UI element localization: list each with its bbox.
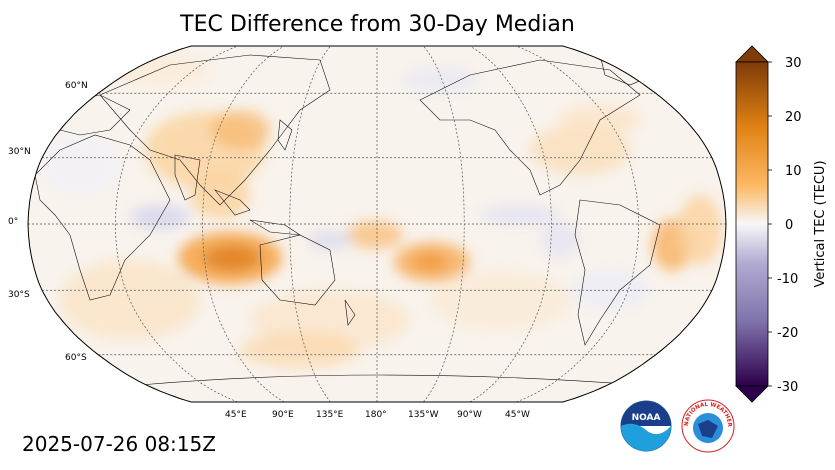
anomaly-pacific-negative <box>308 231 352 249</box>
lon-label-90e: 90°E <box>272 410 294 420</box>
lat-label-60s: 60°S <box>65 353 87 363</box>
anomaly-layer <box>34 49 722 386</box>
lon-label-135w: 135°W <box>408 410 439 420</box>
meridian-line <box>114 45 238 403</box>
lon-label-180: 180° <box>365 410 387 420</box>
meridian-line <box>202 45 285 403</box>
colorbar-tick-neg20: -20 <box>777 326 798 341</box>
meridian-line <box>516 45 640 403</box>
lat-label-30s: 30°S <box>8 290 30 300</box>
colorbar-tick-10: 10 <box>785 164 802 179</box>
lon-label-45e: 45°E <box>225 410 247 420</box>
chart-title: TEC Difference from 30-Day Median <box>180 12 575 37</box>
colorbar-ticks <box>768 61 772 387</box>
colorbar-max-arrow <box>735 45 769 63</box>
coastlines <box>34 49 666 386</box>
colorbar-tick-0: 0 <box>785 218 793 233</box>
anomaly-equatorial-pacific <box>347 221 403 249</box>
lon-label-45w: 45°W <box>505 410 530 420</box>
colorbar-tick-neg10: -10 <box>777 272 798 287</box>
meridian-line <box>469 45 552 403</box>
lat-labels: 60°N 30°N 0° 30°S 60°S <box>8 81 88 363</box>
lat-label-60n: 60°N <box>65 81 88 91</box>
colorbar-tick-30: 30 <box>785 56 802 71</box>
colorbar-min-arrow <box>735 385 769 403</box>
lat-label-30n: 30°N <box>8 147 31 157</box>
lon-label-90w: 90°W <box>457 410 482 420</box>
timestamp: 2025-07-26 08:15Z <box>22 432 216 456</box>
lat-label-0: 0° <box>8 217 18 227</box>
globe-outline <box>27 45 727 403</box>
colorbar-body <box>735 61 769 387</box>
colorbar-tick-neg30: -30 <box>777 380 798 395</box>
colorbar-label: Vertical TEC (TECU) <box>813 160 828 287</box>
lon-labels: 45°E 90°E 135°E 180° 135°W 90°W 45°W <box>225 410 530 420</box>
lon-label-135e: 135°E <box>316 410 344 420</box>
nws-logo: NATIONAL WEATHER SERVICE <box>680 398 735 453</box>
colorbar: 30 20 10 0 -10 -20 -30 Vertical TEC (TEC… <box>735 45 828 403</box>
colorbar-tick-20: 20 <box>785 110 802 125</box>
meridian-line <box>289 45 331 403</box>
meridian-line <box>423 45 465 403</box>
graticule <box>28 45 726 403</box>
noaa-logo: NOAA <box>620 400 672 452</box>
noaa-logo-text: NOAA <box>632 413 661 423</box>
